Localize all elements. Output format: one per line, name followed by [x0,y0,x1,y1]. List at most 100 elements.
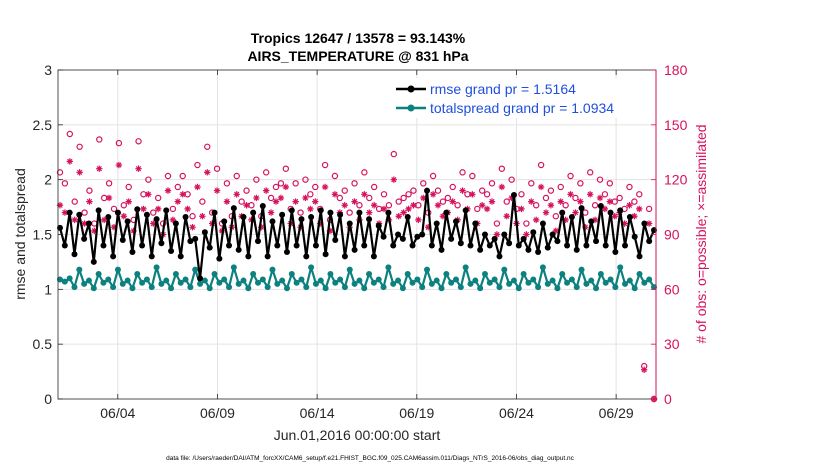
totalspread-point [457,284,464,291]
obs-possible-point [307,191,314,198]
obs-assimilated-point [174,198,182,205]
obs-assimilated-point [213,187,221,194]
obs-possible-point [120,202,128,209]
totalspread-point [535,284,542,291]
totalspread-point [491,276,498,283]
totalspread-point [254,279,261,286]
totalspread-point [168,285,175,292]
rmse-point [105,213,112,220]
obs-assimilated-point [410,202,417,209]
totalspread-point [187,284,194,291]
rmse-point [438,246,445,253]
totalspread-point [226,284,233,291]
obs-assimilated-point [420,194,427,202]
obs-assimilated-point [582,223,589,231]
obs-possible-point [439,198,447,205]
rmse-point [221,218,228,225]
rmse-point [148,253,155,260]
rmse-point [158,240,165,247]
totalspread-point [139,279,146,286]
rmse-point [90,258,97,265]
totalspread-point [356,277,363,284]
obs-possible-point [272,183,280,191]
y-right-tick-label: 30 [664,336,680,352]
obs-assimilated-point [194,183,201,191]
rmse-point [192,235,199,242]
rmse-point [607,209,614,216]
x-tick-label: 06/19 [399,405,434,421]
y-left-tick-label: 2 [44,172,52,188]
rmse-point [95,207,102,214]
chart-title: Tropics 12647 / 13578 = 93.143% [251,30,466,46]
rmse-point [414,233,421,240]
totalspread-point [361,285,368,292]
rmse-point [433,220,440,227]
totalspread-point [496,284,503,291]
y-right-tick-label: 150 [664,117,688,133]
obs-assimilated-point [115,161,123,169]
totalspread-point [206,285,213,292]
rmse-point [182,213,189,220]
totalspread-point [221,276,228,283]
obs-assimilated-point [71,216,78,224]
totalspread-point [317,277,324,284]
totalspread-point [583,280,590,287]
obs-assimilated-point [267,209,275,216]
totalspread-point [100,279,107,286]
obs-possible-point [645,205,653,213]
obs-possible-point [488,180,496,187]
rmse-point [385,209,392,216]
obs-possible-point [169,205,177,213]
totalspread-point [114,266,121,273]
obs-assimilated-point [76,169,83,176]
totalspread-point [230,264,237,271]
obs-assimilated-point [380,205,388,213]
obs-assimilated-point [105,194,113,202]
rmse-point [535,249,542,256]
rmse-point [201,229,208,236]
obs-assimilated-point [636,205,643,213]
axes: 06/04 06/09 06/14 06/19 06/24 06/29 0 0 0.5 30 1 60… [33,62,688,421]
obs-assimilated-point [125,198,132,205]
rmse-point [279,211,286,218]
rmse-point [409,242,416,249]
totalspread-point [395,277,402,284]
rmse-point [298,216,305,223]
totalspread-point [602,279,609,286]
rmse-point [163,207,170,214]
y-right-tick-label: 180 [664,62,688,78]
rmse-point [539,220,546,227]
obs-possible-point [601,191,609,198]
obs-assimilated-point [243,202,250,209]
series-layer [56,130,658,403]
rmse-point [568,213,575,220]
y-left-tick-label: 2.5 [33,117,53,133]
obs-possible-point [179,172,186,180]
obs-assimilated-point [415,216,422,224]
obs-assimilated-point [154,205,162,213]
obs-assimilated-point [120,213,128,220]
totalspread-point [95,270,102,277]
obs-assimilated-point [140,205,147,213]
obs-possible-point [385,202,393,209]
rmse-point [81,235,88,242]
totalspread-point [216,279,223,286]
totalspread-point [573,284,580,291]
obs-possible-point [351,180,358,187]
obs-assimilated-point [532,216,540,224]
totalspread-point [327,270,334,277]
obs-possible-point [267,194,275,202]
obs-assimilated-point [331,191,339,198]
totalspread-point [568,276,575,283]
obs-possible-point [194,161,201,169]
obs-assimilated-point [307,205,314,213]
y-axis-left-label: rmse and totalspread [12,168,28,300]
totalspread-point [245,285,252,292]
obs-possible-point [125,183,132,191]
obs-possible-point [238,198,245,205]
rmse-point [134,206,141,213]
obs-assimilated-point [179,191,186,198]
obs-assimilated-point [596,194,604,202]
obs-assimilated-point [341,202,348,209]
totalspread-point [76,266,83,273]
